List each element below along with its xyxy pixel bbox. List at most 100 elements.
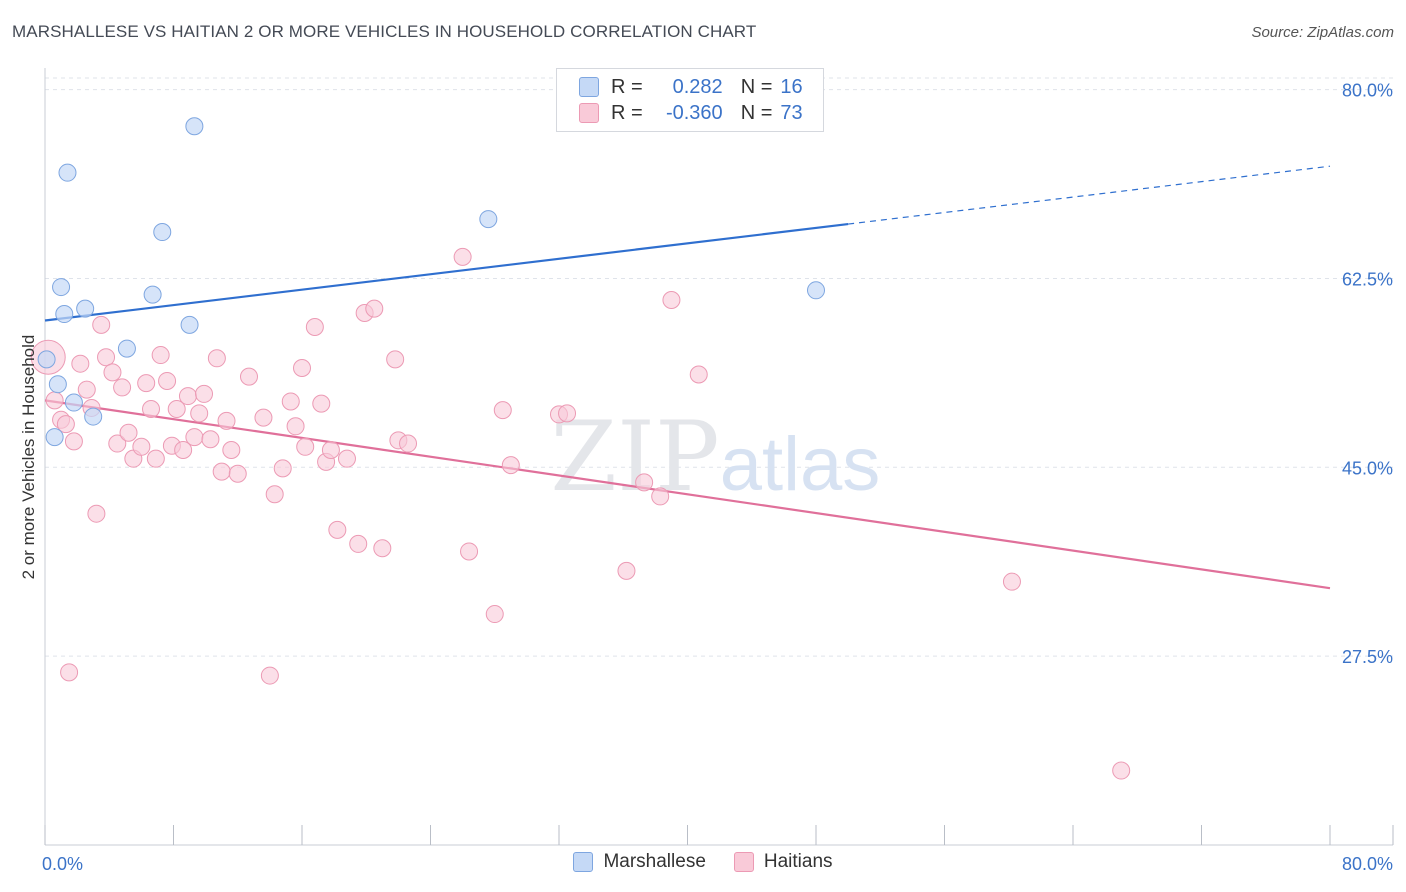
marshallese-swatch: [573, 852, 594, 872]
haitians-point: [87, 504, 106, 523]
haitians-point: [158, 371, 177, 390]
marshallese-point: [58, 163, 77, 182]
haitians-point: [689, 365, 708, 384]
r-label: R =: [611, 101, 643, 124]
haitians-point: [312, 394, 331, 413]
haitians-point: [239, 367, 258, 386]
marshallese-point: [45, 428, 64, 447]
haitians-point: [265, 485, 284, 504]
marshallese-trend-line: [44, 222, 849, 322]
legend-item-haitians[interactable]: Haitians: [733, 851, 833, 873]
haitians-point: [254, 408, 273, 427]
haitians-point: [1112, 761, 1131, 780]
marshallese-point: [185, 117, 204, 136]
haitians-point: [217, 411, 236, 430]
haitians-swatch: [579, 103, 599, 123]
haitians-point: [228, 464, 247, 483]
marshallese-point: [84, 407, 103, 426]
marshallese-point: [153, 223, 172, 242]
stats-legend: R = 0.282 N = 16 R = -0.360 N = 73: [556, 68, 824, 132]
r-label: R =: [611, 75, 643, 98]
y-axis-label: 2 or more Vehicles in Household: [19, 334, 38, 580]
haitians-point: [651, 487, 670, 506]
n-label: N =: [740, 101, 773, 124]
haitians-point: [151, 346, 170, 365]
haitians-point: [137, 374, 156, 393]
marshallese-point: [52, 278, 71, 297]
source-label: Source: ZipAtlas.com: [1251, 24, 1394, 41]
haitians-point: [103, 363, 122, 382]
haitians-point: [493, 401, 512, 420]
haitians-trend-line: [44, 399, 1331, 590]
y-tick-label: 45.0%: [1342, 458, 1393, 478]
legend-label: Haitians: [763, 851, 833, 872]
haitians-point: [617, 561, 636, 580]
legend-row-haitians: R = -0.360 N = 73: [579, 100, 803, 126]
n-value: 16: [780, 75, 803, 98]
haitians-point: [132, 437, 151, 456]
haitians-point: [97, 348, 116, 367]
grid-lines: [45, 77, 1393, 657]
n-label: N =: [740, 75, 773, 98]
y-tick-label: 80.0%: [1342, 81, 1393, 101]
haitians-point: [222, 441, 241, 460]
haitians-point: [286, 417, 305, 436]
marshallese-point: [55, 305, 74, 324]
haitians-point: [195, 384, 214, 403]
haitians-point: [212, 462, 231, 481]
haitians-point: [190, 404, 209, 423]
legend-label: Marshallese: [603, 851, 706, 872]
haitians-point: [558, 404, 577, 423]
r-value: 0.282: [672, 75, 723, 98]
marshallese-point: [117, 339, 136, 358]
marshallese-point: [48, 375, 67, 394]
haitians-point: [305, 318, 324, 336]
haitians-point: [273, 459, 292, 478]
haitians-point: [453, 247, 472, 266]
haitians-point: [92, 315, 111, 334]
legend-item-marshallese[interactable]: Marshallese: [573, 851, 706, 873]
haitians-point: [174, 441, 193, 460]
marshallese-point: [180, 315, 199, 334]
haitians-swatch: [733, 852, 754, 872]
haitians-point: [60, 663, 79, 682]
haitians-point: [296, 437, 315, 456]
haitians-point: [119, 423, 138, 442]
y-tick-label: 62.5%: [1342, 269, 1393, 289]
haitians-point: [635, 473, 654, 492]
haitians-point: [45, 391, 64, 410]
marshallese-swatch: [579, 77, 599, 97]
n-value: 73: [780, 101, 803, 124]
haitians-point: [349, 534, 368, 553]
watermark: ZIP atlas: [550, 401, 880, 513]
haitians-point: [167, 400, 186, 419]
axes: [44, 68, 1394, 846]
trend-lines: [44, 165, 1331, 590]
marshallese-point: [76, 299, 95, 318]
haitians-point: [77, 380, 96, 399]
haitians-point: [1002, 572, 1021, 591]
haitians-point: [373, 539, 392, 558]
haitians-point: [108, 434, 127, 453]
haitians-point: [293, 359, 311, 378]
haitians-point: [485, 605, 504, 624]
series-legend: Marshallese Haitians: [0, 851, 1406, 873]
haitians-point: [501, 456, 520, 475]
haitians-point: [399, 434, 418, 453]
x-tick-label: 0.0%: [42, 854, 83, 874]
chart-title: MARSHALLESE VS HAITIAN 2 OR MORE VEHICLE…: [12, 22, 757, 41]
marshallese-point: [64, 393, 83, 412]
haitians-point: [281, 392, 300, 411]
haitians-point: [662, 291, 681, 310]
haitians-point: [201, 430, 220, 449]
haitians-point: [56, 415, 75, 434]
marshallese-point: [807, 281, 825, 300]
marshallese-point: [479, 210, 498, 229]
haitians-point: [146, 449, 165, 468]
y-tick-label: 27.5%: [1342, 647, 1393, 667]
marshallese-trend-extension: [848, 165, 1331, 225]
haitians-point: [460, 542, 479, 561]
marshallese-point: [143, 285, 162, 304]
data-points: [30, 117, 1131, 780]
